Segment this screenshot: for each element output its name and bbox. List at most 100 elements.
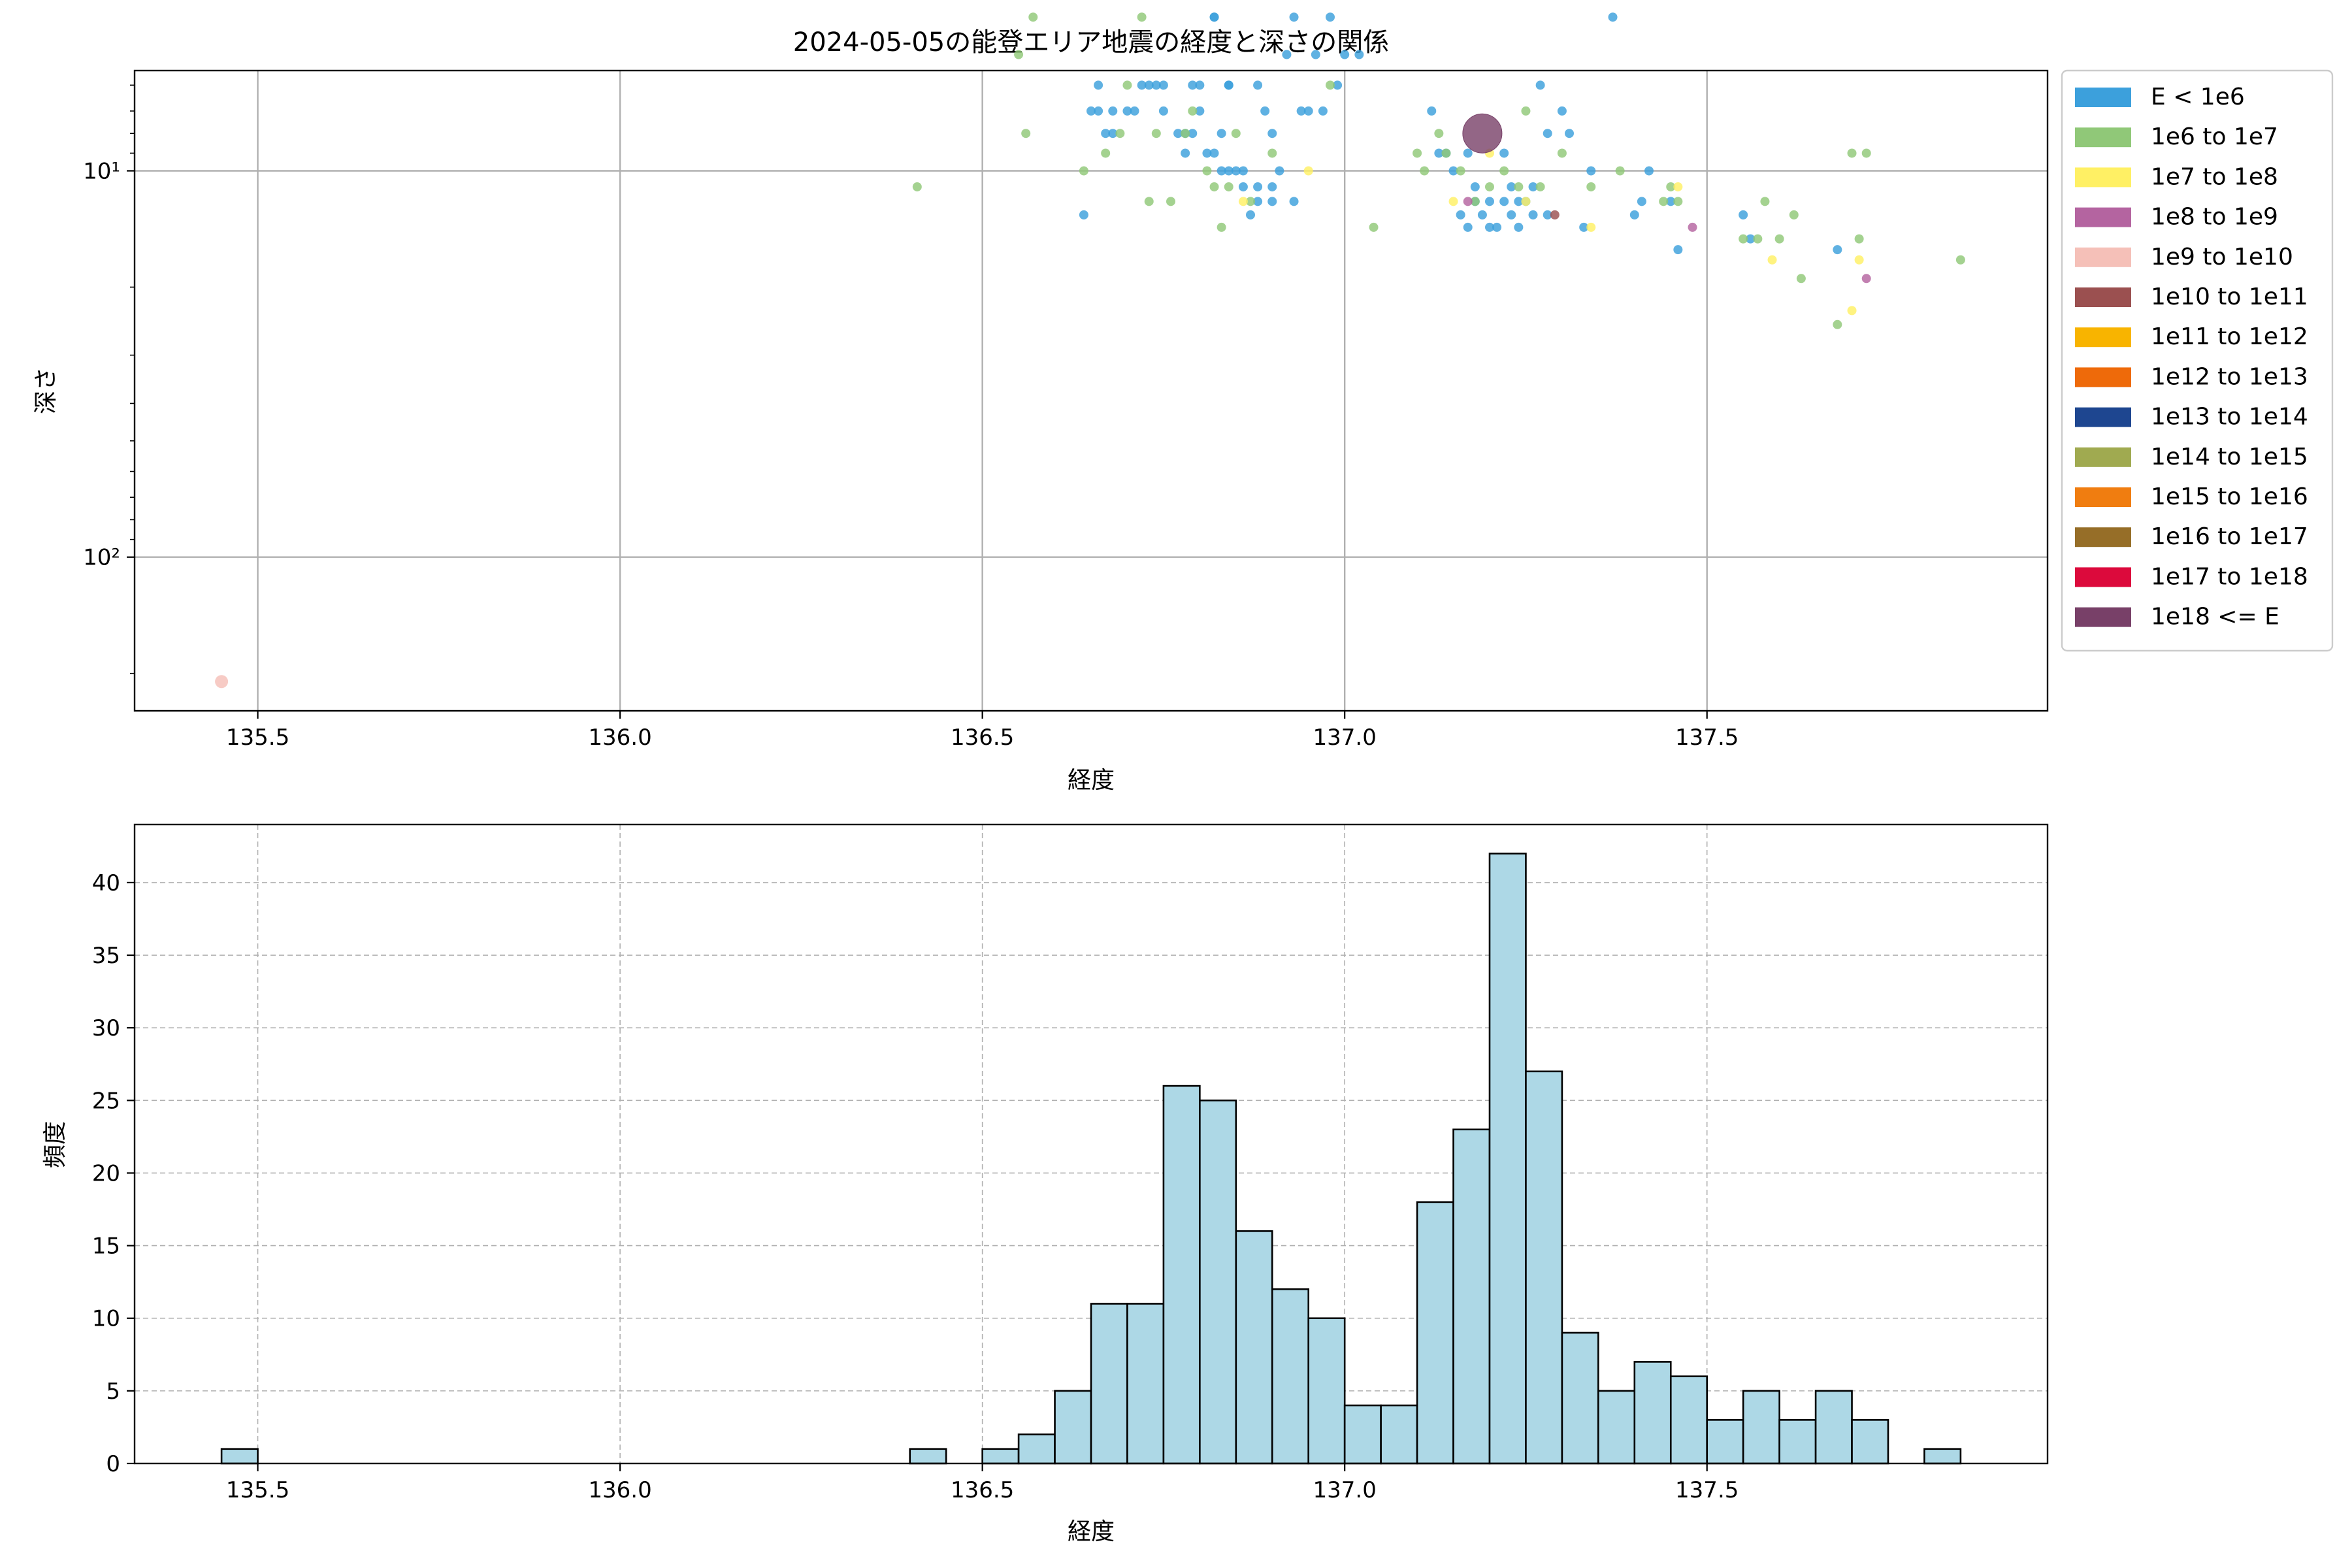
scatter-point [1753, 234, 1763, 244]
hist-y-tick-label: 15 [92, 1233, 120, 1260]
scatter-point [1173, 129, 1183, 139]
scatter-point [1847, 306, 1857, 316]
hist-bars [220, 853, 1962, 1465]
scatter-point [1079, 210, 1088, 220]
legend-swatch [2075, 447, 2131, 467]
hist-x-tick-label: 136.5 [951, 1477, 1014, 1503]
scatter-point [1282, 50, 1292, 59]
scatter-point [1514, 222, 1524, 232]
scatter-point [1253, 197, 1263, 206]
scatter-point [1195, 106, 1205, 116]
scatter-point [1499, 197, 1509, 206]
scatter-point [1492, 222, 1502, 232]
scatter-point [1462, 113, 1503, 154]
scatter-point [1789, 210, 1799, 220]
scatter-point [1267, 148, 1277, 158]
legend-label: 1e15 to 1e16 [2151, 483, 2308, 510]
scatter-x-ticks: 135.5 136.0 136.5 137.0 137.5 [226, 711, 1739, 751]
scatter-point [1158, 80, 1168, 90]
scatter-point [1094, 80, 1103, 90]
hist-bar [1199, 1100, 1237, 1465]
scatter-point [1217, 129, 1226, 139]
scatter-point [1774, 234, 1784, 244]
scatter-point [1463, 148, 1473, 158]
hist-x-ticks: 135.5 136.0 136.5 137.0 137.5 [226, 1463, 1739, 1503]
legend-label: 1e6 to 1e7 [2151, 123, 2278, 150]
scatter-point [1543, 129, 1552, 139]
scatter-point [1267, 129, 1277, 139]
scatter-point [1499, 166, 1509, 176]
scatter-point [1666, 197, 1676, 206]
scatter-x-tick-label: 135.5 [226, 725, 289, 751]
scatter-x-tick-label: 137.0 [1313, 725, 1377, 751]
legend-swatch [2075, 487, 2131, 507]
legend-label: 1e18 <= E [2151, 604, 2279, 630]
scatter-point [1608, 12, 1618, 22]
scatter-legend: E < 1e6 1e6 to 1e7 1e7 to 1e8 1e8 to 1e9 1e9… [2061, 69, 2334, 652]
scatter-point [1122, 106, 1132, 116]
legend-label: 1e8 to 1e9 [2151, 204, 2278, 231]
scatter-point [1326, 80, 1335, 90]
scatter-title: 2024-05-05の能登エリア地震の経度と深さの関係 [793, 27, 1389, 57]
scatter-point [1021, 129, 1031, 139]
hist-x-tick-label: 135.5 [226, 1477, 289, 1503]
scatter-x-tick-label: 136.0 [588, 725, 651, 751]
scatter-point [1202, 166, 1212, 176]
scatter-point [1854, 234, 1864, 244]
scatter-point [1535, 80, 1545, 90]
hist-bar [1343, 1404, 1382, 1465]
scatter-point [1644, 166, 1654, 176]
hist-bar [1778, 1419, 1817, 1465]
scatter-point [1181, 148, 1190, 158]
legend-swatch [2075, 567, 2131, 587]
histogram-chart: 135.5 136.0 136.5 137.0 137.5 0 5 10 15 20 25 30 35… [42, 823, 2049, 1545]
scatter-point [1326, 12, 1335, 22]
scatter-point [1688, 222, 1697, 232]
scatter-point [1833, 245, 1842, 255]
scatter-point [1550, 210, 1560, 220]
legend-swatch [2075, 88, 2131, 107]
hist-bar [1054, 1390, 1092, 1465]
scatter-point [1441, 148, 1451, 158]
hist-bar [1380, 1404, 1418, 1465]
hist-bar [909, 1448, 947, 1465]
scatter-point [1557, 148, 1567, 158]
hist-bar [1090, 1303, 1128, 1465]
hist-y-tick-label: 25 [92, 1088, 120, 1114]
hist-y-tick-label: 0 [106, 1451, 120, 1477]
legend-label: 1e16 to 1e17 [2151, 523, 2308, 550]
scatter-point [1739, 210, 1748, 220]
scatter-point [1543, 210, 1552, 220]
legend-label: 1e12 to 1e13 [2151, 363, 2308, 390]
scatter-point [1833, 319, 1842, 329]
scatter-point [1579, 222, 1589, 232]
hist-bar [1017, 1433, 1056, 1465]
scatter-point [1847, 148, 1857, 158]
scatter-point [1151, 80, 1161, 90]
scatter-point [1470, 197, 1480, 206]
hist-bar [1742, 1390, 1780, 1465]
scatter-point [1514, 182, 1524, 191]
scatter-point [1448, 197, 1458, 206]
legend-label: 1e11 to 1e12 [2151, 323, 2308, 350]
scatter-point [1238, 197, 1248, 206]
scatter-point [1485, 197, 1494, 206]
scatter-point [1253, 80, 1263, 90]
scatter-point [1413, 148, 1422, 158]
scatter-point [1746, 234, 1756, 244]
scatter-point [1340, 50, 1350, 59]
scatter-point [1463, 222, 1473, 232]
scatter-point [1231, 166, 1241, 176]
scatter-point [1666, 182, 1676, 191]
legend-items: E < 1e6 1e6 to 1e7 1e7 to 1e8 1e8 to 1e9 1e9… [2075, 84, 2308, 630]
hist-bar [1452, 1128, 1491, 1465]
hist-bar [1307, 1317, 1346, 1465]
scatter-point [1101, 129, 1111, 139]
scatter-point [1485, 182, 1494, 191]
hist-x-tick-label: 137.0 [1313, 1477, 1377, 1503]
hist-y-ticks: 0 5 10 15 20 25 30 35 40 [92, 870, 135, 1477]
scatter-point [1267, 182, 1277, 191]
scatter-point [1108, 129, 1118, 139]
scatter-point [1557, 106, 1567, 116]
scatter-point [1659, 197, 1669, 206]
